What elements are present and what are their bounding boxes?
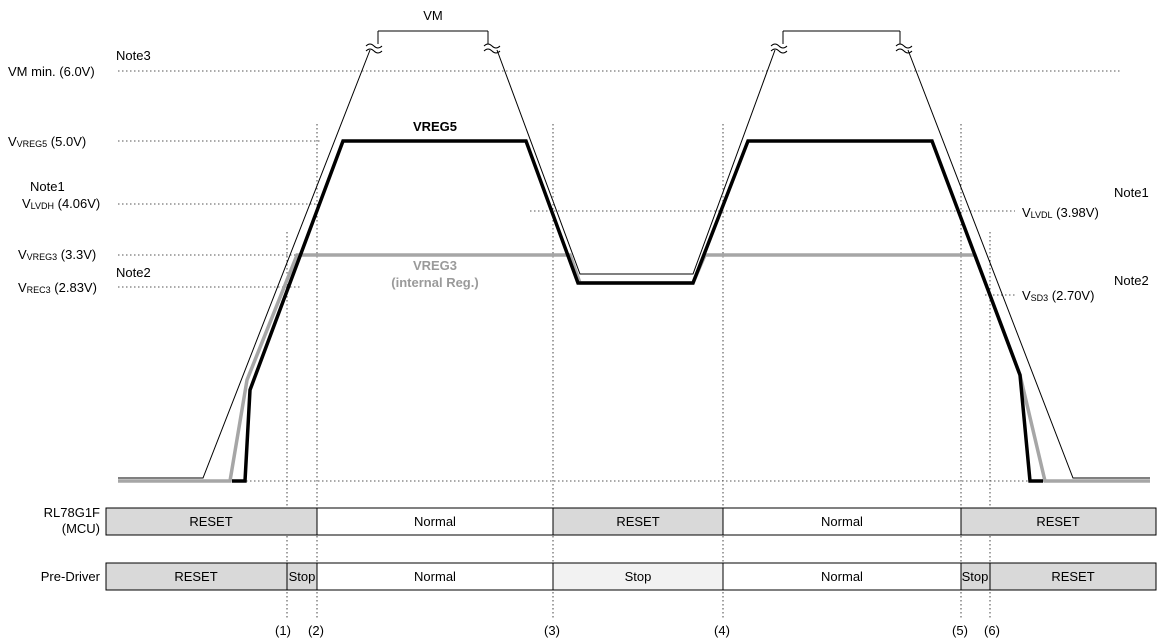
vm-min-note: Note3 bbox=[116, 48, 151, 63]
pre-driver-segment-text-7: RESET bbox=[1051, 569, 1094, 584]
pre-driver-status-row bbox=[105, 562, 1157, 591]
mcu-status-row bbox=[105, 507, 1157, 536]
pre-driver-segment-text-2: Stop bbox=[289, 569, 316, 584]
vlvdh-level-label: VLVDH (4.06V) bbox=[22, 196, 100, 211]
pre-driver-segment-stop-1 bbox=[286, 562, 318, 591]
vrec3-note: Note2 bbox=[116, 265, 151, 280]
vlvdl-note: Note1 bbox=[1114, 185, 1149, 200]
vlvdh-note: Note1 bbox=[30, 179, 65, 194]
marker-label-4: (4) bbox=[714, 623, 730, 638]
vsd3-note: Note2 bbox=[1114, 273, 1149, 288]
mcu-segment-text-3: RESET bbox=[616, 514, 659, 529]
vreg3-curve-label: VREG3 bbox=[413, 258, 457, 273]
pre-driver-segment-text-3: Normal bbox=[414, 569, 456, 584]
vreg5-curve-label: VREG5 bbox=[413, 119, 457, 134]
pre-driver-segment-stop-2 bbox=[552, 562, 724, 591]
marker-label-5: (5) bbox=[952, 623, 968, 638]
mcu-segment-text-2: Normal bbox=[414, 514, 456, 529]
mcu-segment-text-4: Normal bbox=[821, 514, 863, 529]
pre-driver-segment-text-5: Normal bbox=[821, 569, 863, 584]
marker-label-6: (6) bbox=[984, 623, 1000, 638]
mcu-segment-text-1: RESET bbox=[189, 514, 232, 529]
vreg5-level-label: VVREG5 (5.0V) bbox=[8, 134, 86, 149]
pre-driver-segment-reset-1 bbox=[105, 562, 288, 591]
vm-curve bbox=[118, 30, 1150, 479]
vlvdl-level-label: VLVDL (3.98V) bbox=[1022, 205, 1099, 220]
pre-driver-segment-normal-1 bbox=[316, 562, 554, 591]
marker-label-2: (2) bbox=[308, 623, 324, 638]
vm-min-label: VM min. (6.0V) bbox=[8, 64, 95, 79]
marker-label-1: (1) bbox=[275, 623, 291, 638]
vreg3-curve-sublabel: (internal Reg.) bbox=[391, 275, 478, 290]
pre-driver-segment-reset-2 bbox=[989, 562, 1157, 591]
mcu-row-sublabel: (MCU) bbox=[62, 521, 100, 536]
pre-driver-segment-stop-3 bbox=[960, 562, 991, 591]
vrec3-level-label: VREC3 (2.83V) bbox=[18, 280, 97, 295]
pre-driver-row-label: Pre-Driver bbox=[41, 569, 101, 584]
pre-driver-segment-text-4: Stop bbox=[625, 569, 652, 584]
vreg3-curve bbox=[118, 253, 1150, 483]
vm-label: VM bbox=[423, 8, 443, 23]
vm-break-marks bbox=[365, 43, 913, 54]
mcu-row-label: RL78G1F bbox=[44, 505, 100, 520]
mcu-segment-text-5: RESET bbox=[1036, 514, 1079, 529]
mcu-segment-reset-3 bbox=[960, 507, 1157, 536]
pre-driver-segment-text-6: Stop bbox=[962, 569, 989, 584]
mcu-segment-normal-2 bbox=[722, 507, 962, 536]
marker-label-3: (3) bbox=[544, 623, 560, 638]
pre-driver-segment-text-1: RESET bbox=[174, 569, 217, 584]
vreg5-curve bbox=[232, 139, 1043, 483]
mcu-segment-reset-1 bbox=[105, 507, 318, 536]
pre-driver-segment-normal-2 bbox=[722, 562, 962, 591]
vsd3-level-label: VSD3 (2.70V) bbox=[1022, 288, 1094, 303]
vreg3-level-label: VVREG3 (3.3V) bbox=[18, 247, 96, 262]
